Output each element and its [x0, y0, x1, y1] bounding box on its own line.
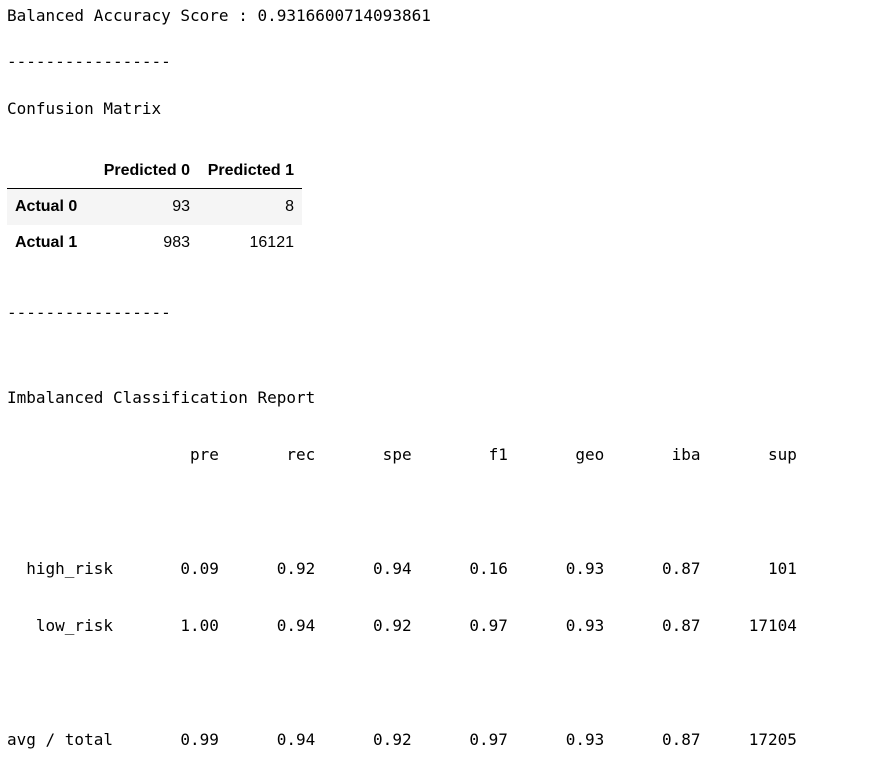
- report-row-high-risk: high_risk 0.09 0.92 0.94 0.16 0.93 0.87 …: [7, 559, 797, 578]
- table-cell: 8: [285, 198, 294, 215]
- report-row-low-risk: low_risk 1.00 0.94 0.92 0.97 0.93 0.87 1…: [7, 616, 797, 635]
- balanced-accuracy-score: Balanced Accuracy Score : 0.931660071409…: [7, 6, 431, 25]
- report-blank-line: ​: [7, 502, 797, 521]
- table-row: Actual 1 983 16121: [7, 225, 302, 261]
- table-cell: 983: [163, 234, 190, 251]
- separator-line: -----------------: [7, 52, 171, 71]
- table-header-row: Predicted 0 Predicted 1: [7, 153, 302, 189]
- table-row: Actual 0 93 8: [7, 188, 302, 225]
- row-label-actual-1: Actual 1: [15, 234, 78, 251]
- report-title: Imbalanced Classification Report: [7, 388, 316, 407]
- column-header-predicted-0: Predicted 0: [93, 153, 198, 189]
- report-row-avg-total: avg / total 0.99 0.94 0.92 0.97 0.93 0.8…: [7, 730, 797, 749]
- table-cell: 16121: [249, 234, 295, 251]
- separator-line: -----------------: [7, 303, 171, 322]
- table-corner-cell: [7, 153, 93, 189]
- column-header-predicted-1: Predicted 1: [198, 153, 302, 189]
- confusion-matrix-title: Confusion Matrix: [7, 99, 162, 118]
- report-header: pre rec spe f1 geo iba sup: [7, 445, 797, 464]
- classification-report: Imbalanced Classification Report pre rec…: [7, 350, 797, 768]
- table-cell: 93: [172, 198, 190, 215]
- confusion-matrix-table: Predicted 0 Predicted 1 Actual 0 93 8 Ac…: [7, 153, 302, 261]
- report-blank-line: ​: [7, 673, 797, 692]
- row-label-actual-0: Actual 0: [15, 198, 78, 215]
